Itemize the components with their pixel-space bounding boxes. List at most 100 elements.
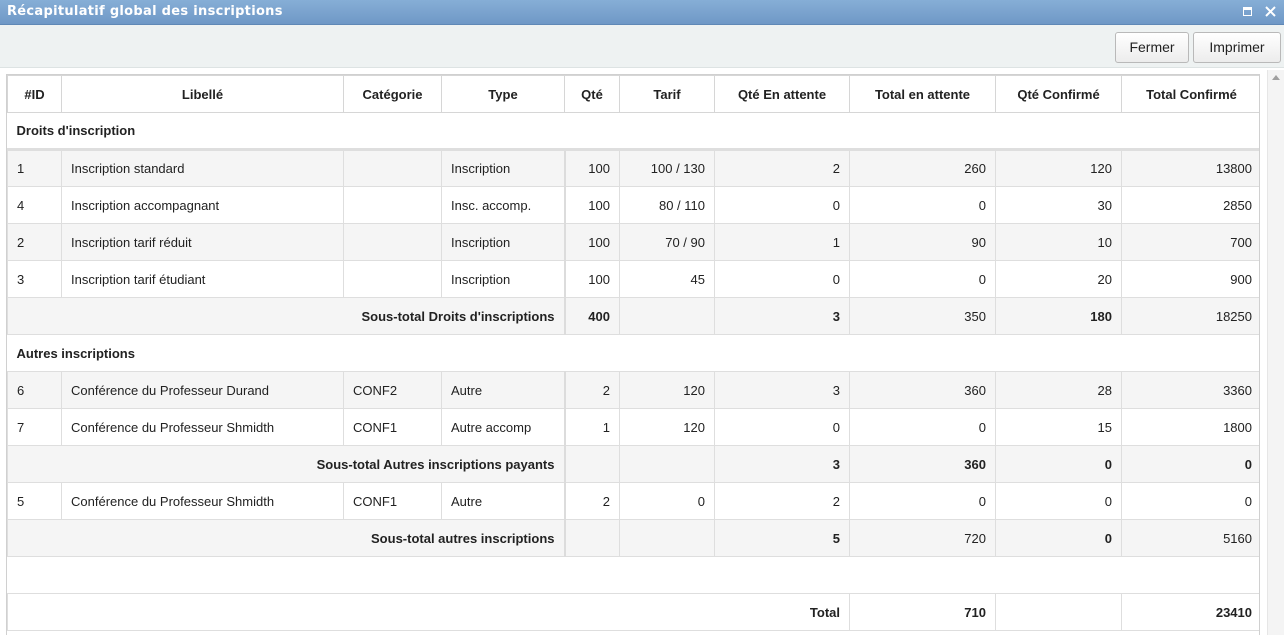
subtotal-total-confirme: 18250 <box>1121 297 1259 335</box>
cell-id: 7 <box>7 408 62 446</box>
cell-qte-confirme: 20 <box>995 260 1122 298</box>
cell-id: 5 <box>7 482 62 520</box>
cell-total-attente: 0 <box>849 186 996 224</box>
cell-total-confirme: 0 <box>1121 482 1259 520</box>
table-row[interactable]: 6 Conférence du Professeur Durand CONF2 … <box>7 371 1259 409</box>
cell-total-attente: 260 <box>849 149 996 187</box>
table-row[interactable]: 1 Inscription standard Inscription 100 1… <box>7 149 1259 187</box>
cell-type: Insc. accomp. <box>441 186 566 224</box>
header-qte[interactable]: Qté <box>564 75 620 113</box>
cell-qte: 100 <box>564 186 620 224</box>
cell-id: 6 <box>7 371 62 409</box>
header-tarif[interactable]: Tarif <box>619 75 715 113</box>
cell-total-confirme: 1800 <box>1121 408 1259 446</box>
print-button[interactable]: Imprimer <box>1193 32 1281 63</box>
cell-type: Inscription <box>441 260 566 298</box>
cell-libelle: Conférence du Professeur Durand <box>61 371 344 409</box>
cell-qte-confirme: 120 <box>995 149 1122 187</box>
header-type[interactable]: Type <box>441 75 565 113</box>
maximize-icon[interactable] <box>1242 6 1254 18</box>
cell-qte: 100 <box>564 149 620 187</box>
cell-type: Autre accomp <box>441 408 566 446</box>
subtotal-total-confirme: 5160 <box>1121 519 1259 557</box>
header-total-attente[interactable]: Total en attente <box>849 75 996 113</box>
cell-total-confirme: 2850 <box>1121 186 1259 224</box>
header-qte-attente[interactable]: Qté En attente <box>714 75 850 113</box>
subtotal-qte-confirme: 180 <box>995 297 1122 335</box>
cell-qte-attente: 3 <box>714 371 850 409</box>
cell-total-attente: 360 <box>849 371 996 409</box>
subtotal-total-attente: 720 <box>849 519 996 557</box>
subtotal-total-attente: 360 <box>849 445 996 483</box>
cell-total-attente: 0 <box>849 408 996 446</box>
table-row[interactable]: 3 Inscription tarif étudiant Inscription… <box>7 260 1259 298</box>
cell-categorie: CONF2 <box>343 371 442 409</box>
cell-type: Autre <box>441 482 566 520</box>
total-confirme: 23410 <box>1121 593 1259 631</box>
spacer-cell <box>7 556 1259 594</box>
total-qte-confirme <box>995 593 1122 631</box>
header-total-confirme[interactable]: Total Confirmé <box>1121 75 1259 113</box>
subtotal-total-attente: 350 <box>849 297 996 335</box>
cell-id: 1 <box>7 149 62 187</box>
table-row[interactable]: 7 Conférence du Professeur Shmidth CONF1… <box>7 408 1259 446</box>
section-row: Autres inscriptions <box>7 334 1259 372</box>
cell-qte: 100 <box>564 260 620 298</box>
close-icon[interactable] <box>1265 6 1277 18</box>
cell-categorie <box>343 223 442 261</box>
cell-id: 4 <box>7 186 62 224</box>
subtotal-tarif <box>619 297 715 335</box>
cell-total-confirme: 13800 <box>1121 149 1259 187</box>
cell-tarif: 120 <box>619 408 715 446</box>
cell-total-confirme: 700 <box>1121 223 1259 261</box>
cell-tarif: 80 / 110 <box>619 186 715 224</box>
cell-libelle: Conférence du Professeur Shmidth <box>61 482 344 520</box>
subtotal-qte-confirme: 0 <box>995 519 1122 557</box>
table-row[interactable]: 2 Inscription tarif réduit Inscription 1… <box>7 223 1259 261</box>
subtotal-tarif <box>619 519 715 557</box>
subtotal-label: Sous-total autres inscriptions <box>7 519 566 557</box>
subtotal-qte <box>564 519 620 557</box>
header-categorie[interactable]: Catégorie <box>343 75 442 113</box>
subtotal-tarif <box>619 445 715 483</box>
cell-qte-confirme: 0 <box>995 482 1122 520</box>
window-titlebar: Récapitulatif global des inscriptions <box>0 0 1284 25</box>
header-id[interactable]: #ID <box>7 75 62 113</box>
subtotal-label: Sous-total Autres inscriptions payants <box>7 445 566 483</box>
cell-qte-attente: 0 <box>714 186 850 224</box>
subtotal-row: Sous-total Droits d'inscriptions 400 3 3… <box>7 297 1259 335</box>
table-row[interactable]: 4 Inscription accompagnant Insc. accomp.… <box>7 186 1259 224</box>
cell-categorie <box>343 186 442 224</box>
subtotal-qte <box>564 445 620 483</box>
spacer-row <box>7 556 1259 594</box>
header-libelle[interactable]: Libellé <box>61 75 344 113</box>
total-attente: 710 <box>849 593 996 631</box>
cell-libelle: Inscription tarif étudiant <box>61 260 344 298</box>
cell-qte-attente: 0 <box>714 408 850 446</box>
subtotal-qte-attente: 3 <box>714 297 850 335</box>
total-label: Total <box>7 593 850 631</box>
cell-qte: 2 <box>564 482 620 520</box>
header-qte-confirme[interactable]: Qté Confirmé <box>995 75 1122 113</box>
cell-qte-confirme: 15 <box>995 408 1122 446</box>
subtotal-qte: 400 <box>564 297 620 335</box>
cell-tarif: 45 <box>619 260 715 298</box>
subtotal-total-confirme: 0 <box>1121 445 1259 483</box>
cell-libelle: Inscription standard <box>61 149 344 187</box>
close-button[interactable]: Fermer <box>1115 32 1189 63</box>
cell-categorie <box>343 149 442 187</box>
dialog-toolbar: Fermer Imprimer <box>0 25 1284 68</box>
cell-qte-confirme: 28 <box>995 371 1122 409</box>
subtotal-row: Sous-total Autres inscriptions payants 3… <box>7 445 1259 483</box>
subtotal-qte-attente: 5 <box>714 519 850 557</box>
cell-qte-confirme: 10 <box>995 223 1122 261</box>
cell-qte: 100 <box>564 223 620 261</box>
vertical-scrollbar[interactable] <box>1267 70 1284 635</box>
table-row[interactable]: 5 Conférence du Professeur Shmidth CONF1… <box>7 482 1259 520</box>
summary-table: #ID Libellé Catégorie Type Qté Tarif Qté… <box>7 75 1259 631</box>
scroll-up-icon[interactable] <box>1272 75 1280 80</box>
section-row: Droits d'inscription <box>7 112 1259 151</box>
cell-tarif: 100 / 130 <box>619 149 715 187</box>
cell-qte: 2 <box>564 371 620 409</box>
section-title: Autres inscriptions <box>7 334 1259 372</box>
